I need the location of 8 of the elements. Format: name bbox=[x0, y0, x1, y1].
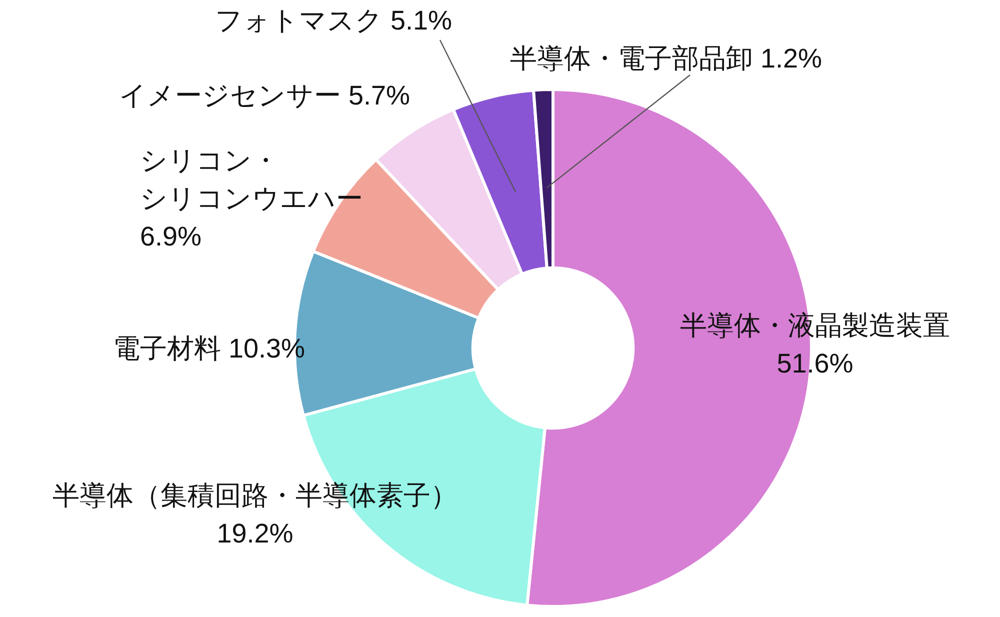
slice-label: シリコン・シリコンウエハー bbox=[140, 145, 363, 214]
slice-label: フォトマスク 5.1% bbox=[215, 5, 452, 36]
data-label: 6.9% bbox=[140, 221, 202, 252]
data-label: 51.6% bbox=[776, 348, 854, 378]
slice-label: イメージセンサー 5.7% bbox=[118, 80, 410, 110]
data-label: 19.2% bbox=[216, 518, 294, 548]
slice-label: 半導体・電子部品卸 1.2% bbox=[510, 43, 822, 74]
slice-label: 半導体（集積回路・半導体素子） bbox=[52, 480, 458, 510]
